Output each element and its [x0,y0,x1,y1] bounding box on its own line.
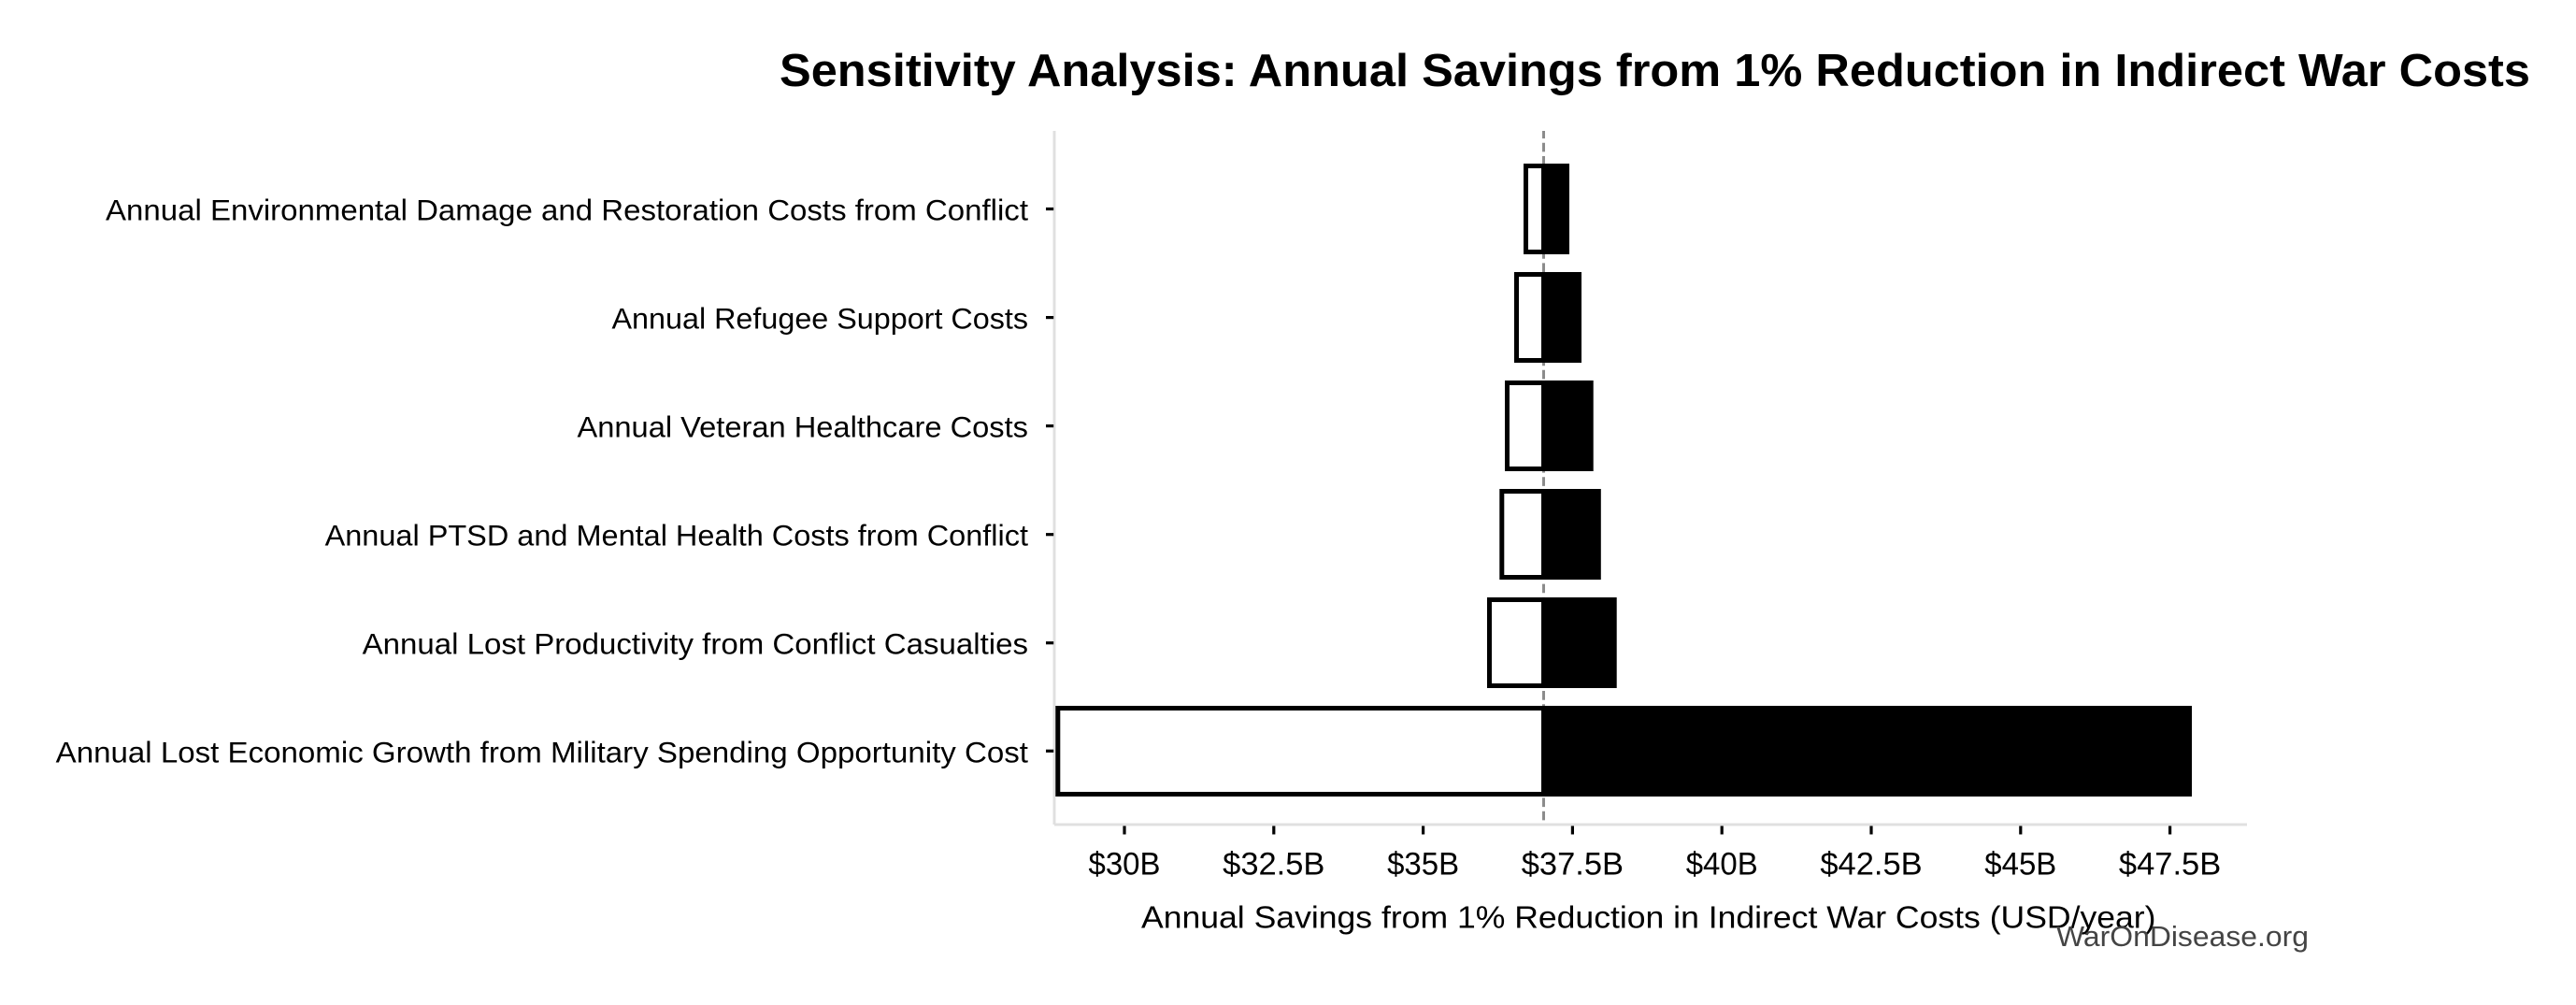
svg-text:Annual Lost Productivity from: Annual Lost Productivity from Conflict C… [363,627,1028,661]
svg-text:$40B: $40B [1686,846,1758,882]
svg-text:Annual Refugee Support Costs: Annual Refugee Support Costs [612,301,1029,335]
svg-text:Annual Veteran Healthcare Cost: Annual Veteran Healthcare Costs [578,409,1029,443]
svg-text:Annual PTSD and Mental Health: Annual PTSD and Mental Health Costs from… [325,519,1029,553]
svg-text:Sensitivity Analysis: Annual S: Sensitivity Analysis: Annual Savings fro… [780,46,2530,96]
svg-text:$47.5B: $47.5B [2119,846,2221,882]
svg-text:Annual Savings from 1% Reducti: Annual Savings from 1% Reduction in Indi… [1141,901,2156,936]
svg-text:Annual Environmental Damage an: Annual Environmental Damage and Restorat… [106,193,1028,226]
svg-text:$37.5B: $37.5B [1522,846,1624,882]
svg-text:$42.5B: $42.5B [1820,846,1922,882]
svg-text:$45B: $45B [1984,846,2056,882]
svg-text:$30B: $30B [1089,846,1161,882]
svg-text:$32.5B: $32.5B [1223,846,1324,882]
svg-text:Annual Lost Economic Growth fr: Annual Lost Economic Growth from Militar… [56,736,1029,769]
svg-text:$35B: $35B [1387,846,1459,882]
svg-text:WarOnDisease.org: WarOnDisease.org [2056,921,2309,953]
